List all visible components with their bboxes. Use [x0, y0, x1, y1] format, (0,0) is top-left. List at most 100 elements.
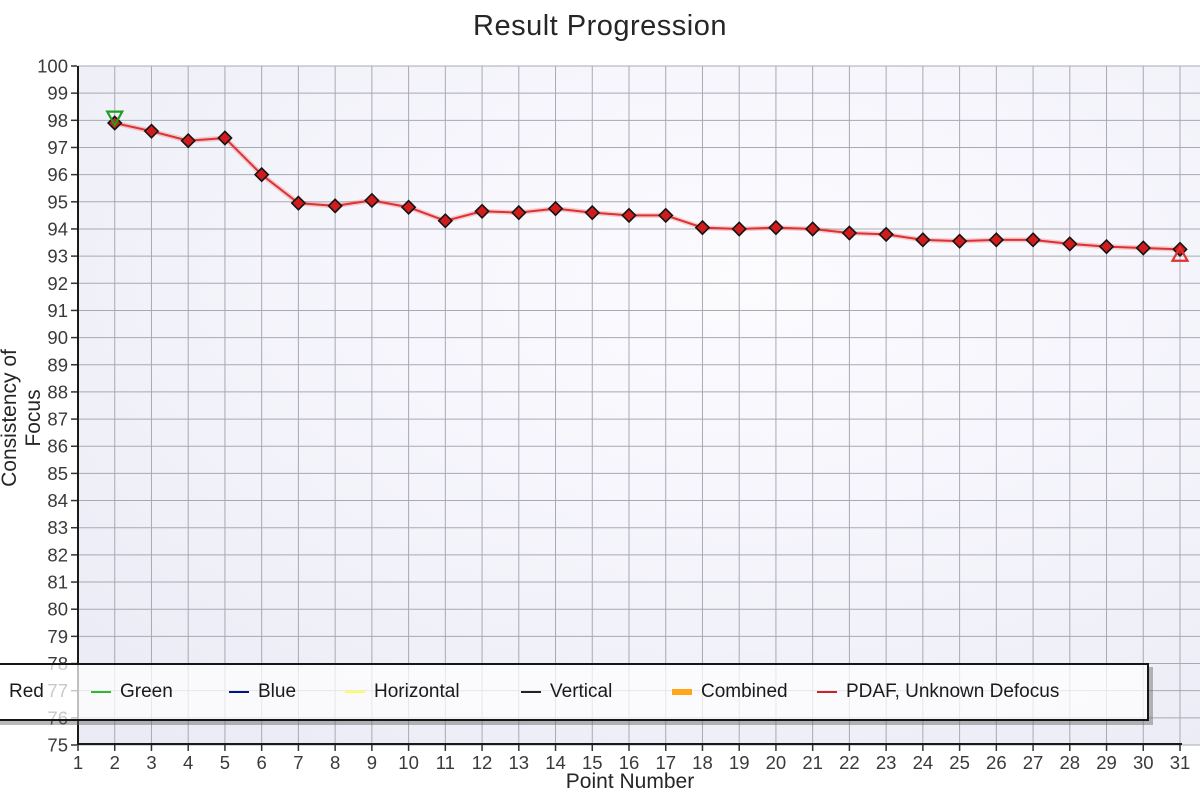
y-tick-label: 84	[47, 490, 68, 511]
data-point-marker	[621, 207, 637, 224]
data-point-marker	[951, 233, 968, 249]
y-tick-label: 100	[37, 56, 68, 77]
x-tick-label: 21	[802, 752, 823, 773]
x-tick-label: 27	[1023, 752, 1044, 773]
x-tick-label: 15	[582, 752, 603, 773]
legend-label: Green	[120, 681, 173, 702]
x-tick-label: 17	[655, 752, 676, 773]
y-tick-label: 96	[47, 164, 68, 185]
legend-label: Blue	[258, 681, 297, 702]
data-point-marker	[1135, 240, 1152, 256]
x-tick-label: 3	[146, 752, 156, 773]
data-point-marker	[1098, 238, 1115, 255]
x-axis-title: Point Number	[565, 770, 695, 793]
legend-item-horizontal: Horizontal	[345, 665, 460, 719]
x-tick-label: 16	[619, 752, 640, 773]
legend-item-pdaf-unknown-defocus: PDAF, Unknown Defocus	[817, 665, 1059, 719]
x-tick-label: 13	[509, 752, 530, 773]
y-tick-label: 90	[47, 327, 68, 348]
x-tick-label: 12	[472, 752, 493, 773]
x-tick-label: 29	[1096, 752, 1117, 773]
y-tick-label: 87	[47, 409, 68, 430]
y-tick-label: 89	[47, 354, 68, 375]
data-point-marker	[511, 204, 527, 221]
x-tick-label: 11	[436, 752, 455, 773]
data-point-marker	[584, 204, 600, 221]
y-tick-label: 79	[47, 626, 68, 647]
y-tick-label: 80	[47, 599, 68, 620]
y-tick-label: 86	[47, 436, 68, 457]
x-tick-label: 10	[398, 752, 419, 773]
y-tick-label: 75	[47, 735, 68, 756]
data-point-marker	[364, 192, 380, 209]
legend-label: Combined	[701, 681, 788, 702]
legend-item-green: Green	[91, 665, 173, 719]
red-end-marker	[1170, 244, 1190, 262]
y-tick-label: 92	[47, 273, 68, 294]
legend-swatch-icon	[817, 690, 837, 694]
x-tick-label: 8	[330, 752, 340, 773]
x-tick-label: 20	[766, 752, 787, 773]
x-tick-label: 30	[1133, 752, 1154, 773]
data-point-marker	[327, 198, 343, 214]
x-tick-label: 22	[839, 752, 860, 773]
x-tick-label: 19	[729, 752, 750, 773]
x-tick-label: 26	[986, 752, 1007, 773]
data-point-marker	[804, 221, 821, 237]
y-tick-label: 93	[47, 246, 68, 267]
data-point-marker	[290, 195, 307, 211]
data-point-marker	[878, 226, 894, 243]
data-point-marker	[1025, 232, 1041, 248]
legend-label: Vertical	[550, 681, 613, 702]
y-tick-label: 97	[47, 137, 68, 158]
legend-item-blue: Blue	[229, 665, 296, 719]
y-tick-label: 99	[47, 83, 68, 104]
legend-label: Horizontal	[374, 681, 460, 702]
x-tick-label: 9	[367, 752, 377, 773]
y-axis-title: Consistency of Focus	[0, 349, 45, 487]
data-point-marker	[658, 207, 674, 224]
data-point-marker	[180, 132, 196, 149]
x-tick-label: 24	[913, 752, 934, 773]
data-point-marker	[437, 213, 454, 229]
x-tick-label: 31	[1170, 752, 1191, 773]
data-point-marker	[400, 199, 417, 215]
x-tick-label: 18	[692, 752, 713, 773]
data-point-marker	[841, 225, 858, 241]
y-tick-label: 91	[47, 300, 68, 321]
x-tick-label: 1	[73, 752, 83, 773]
data-point-marker	[547, 200, 564, 217]
x-tick-label: 2	[110, 752, 120, 773]
x-tick-label: 5	[220, 752, 230, 773]
legend-label: PDAF, Unknown Defocus	[846, 681, 1060, 702]
x-tick-label: 4	[183, 752, 193, 773]
green-start-marker	[105, 110, 125, 128]
legend-swatch-icon	[672, 689, 692, 695]
chart-title: Result Progression	[473, 10, 727, 42]
data-point-marker	[1062, 236, 1078, 252]
legend-swatch-icon	[229, 690, 249, 694]
x-tick-label: 28	[1060, 752, 1081, 773]
data-point-marker	[474, 203, 490, 220]
data-point-marker	[143, 123, 160, 139]
legend-label: Red	[9, 681, 44, 702]
legend-item-vertical: Vertical	[521, 665, 612, 719]
legend-swatch-icon	[345, 690, 365, 694]
x-tick-label: 6	[257, 752, 267, 773]
x-tick-label: 23	[876, 752, 897, 773]
legend-swatch-icon	[521, 690, 541, 694]
x-tick-label: 7	[293, 752, 303, 773]
x-tick-label: 25	[949, 752, 970, 773]
data-point-marker	[988, 232, 1005, 248]
y-tick-label: 94	[47, 218, 68, 239]
y-tick-label: 82	[47, 544, 68, 565]
y-tick-label: 85	[47, 463, 68, 484]
x-tick-label: 14	[545, 752, 566, 773]
legend-item-red: Red	[0, 665, 44, 719]
y-tick-label: 83	[47, 517, 68, 538]
y-tick-label: 98	[47, 110, 68, 131]
data-point-marker	[768, 219, 784, 236]
data-point-marker	[217, 130, 233, 146]
